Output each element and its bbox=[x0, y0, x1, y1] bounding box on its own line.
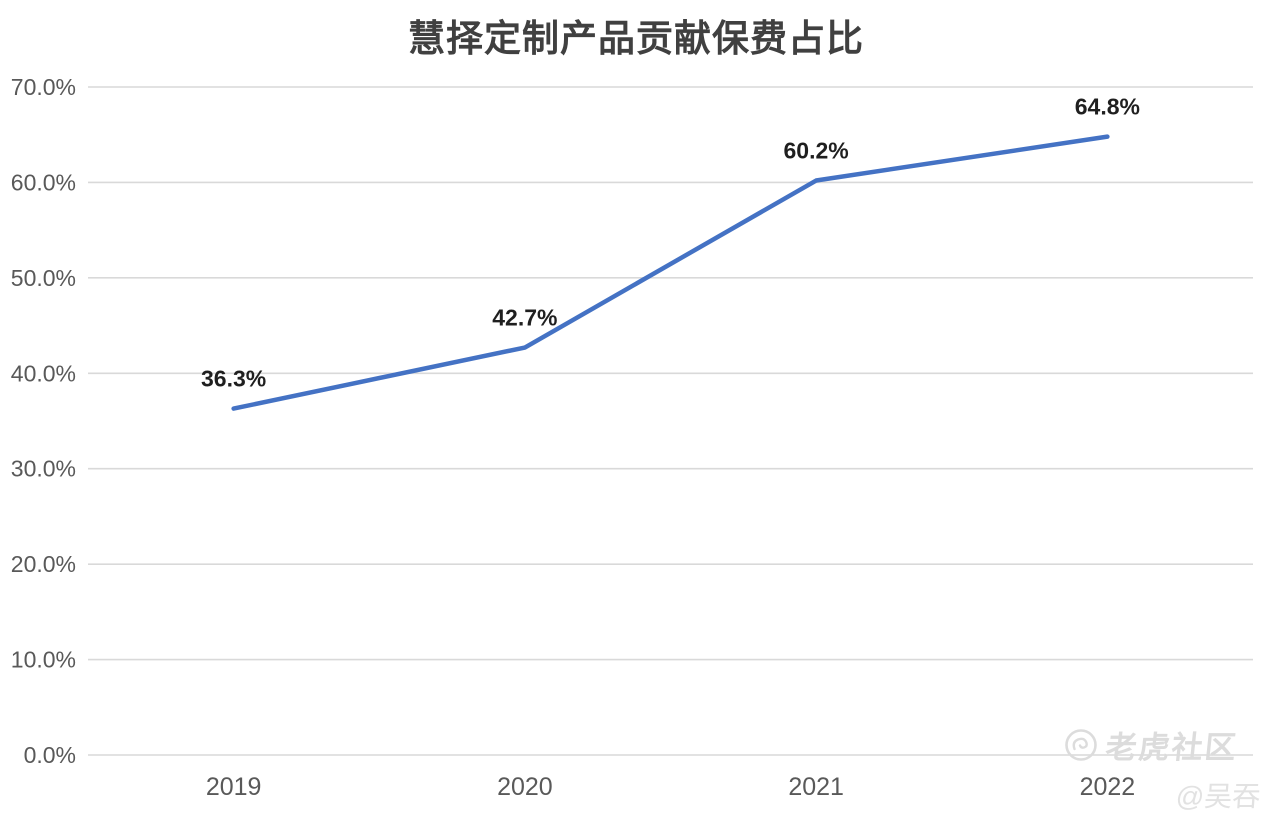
chart-title: 慧择定制产品贡献保费占比 bbox=[408, 18, 864, 59]
y-axis-tick-label: 30.0% bbox=[11, 456, 76, 482]
y-axis-tick-label: 40.0% bbox=[11, 360, 76, 386]
data-point-label: 64.8% bbox=[1075, 94, 1140, 120]
watermark-author-text: @吴吞 bbox=[1174, 781, 1262, 812]
y-axis-tick-label: 0.0% bbox=[24, 742, 76, 768]
x-axis-tick-label: 2022 bbox=[1080, 773, 1136, 801]
data-point-label: 42.7% bbox=[492, 305, 557, 331]
y-axis-tick-label: 50.0% bbox=[11, 265, 76, 291]
x-axis-tick-label: 2020 bbox=[497, 773, 553, 801]
x-axis-tick-label: 2021 bbox=[788, 773, 844, 801]
data-point-label: 60.2% bbox=[784, 138, 849, 164]
data-line-series bbox=[231, 134, 1110, 411]
x-axis-tick-label: 2019 bbox=[206, 773, 262, 801]
y-axis-tick-label: 10.0% bbox=[11, 647, 76, 673]
y-axis-tick-label: 20.0% bbox=[11, 551, 76, 577]
y-axis-tick-label: 60.0% bbox=[11, 169, 76, 195]
y-axis-tick-label: 70.0% bbox=[11, 74, 76, 100]
data-point-label: 36.3% bbox=[201, 366, 266, 392]
